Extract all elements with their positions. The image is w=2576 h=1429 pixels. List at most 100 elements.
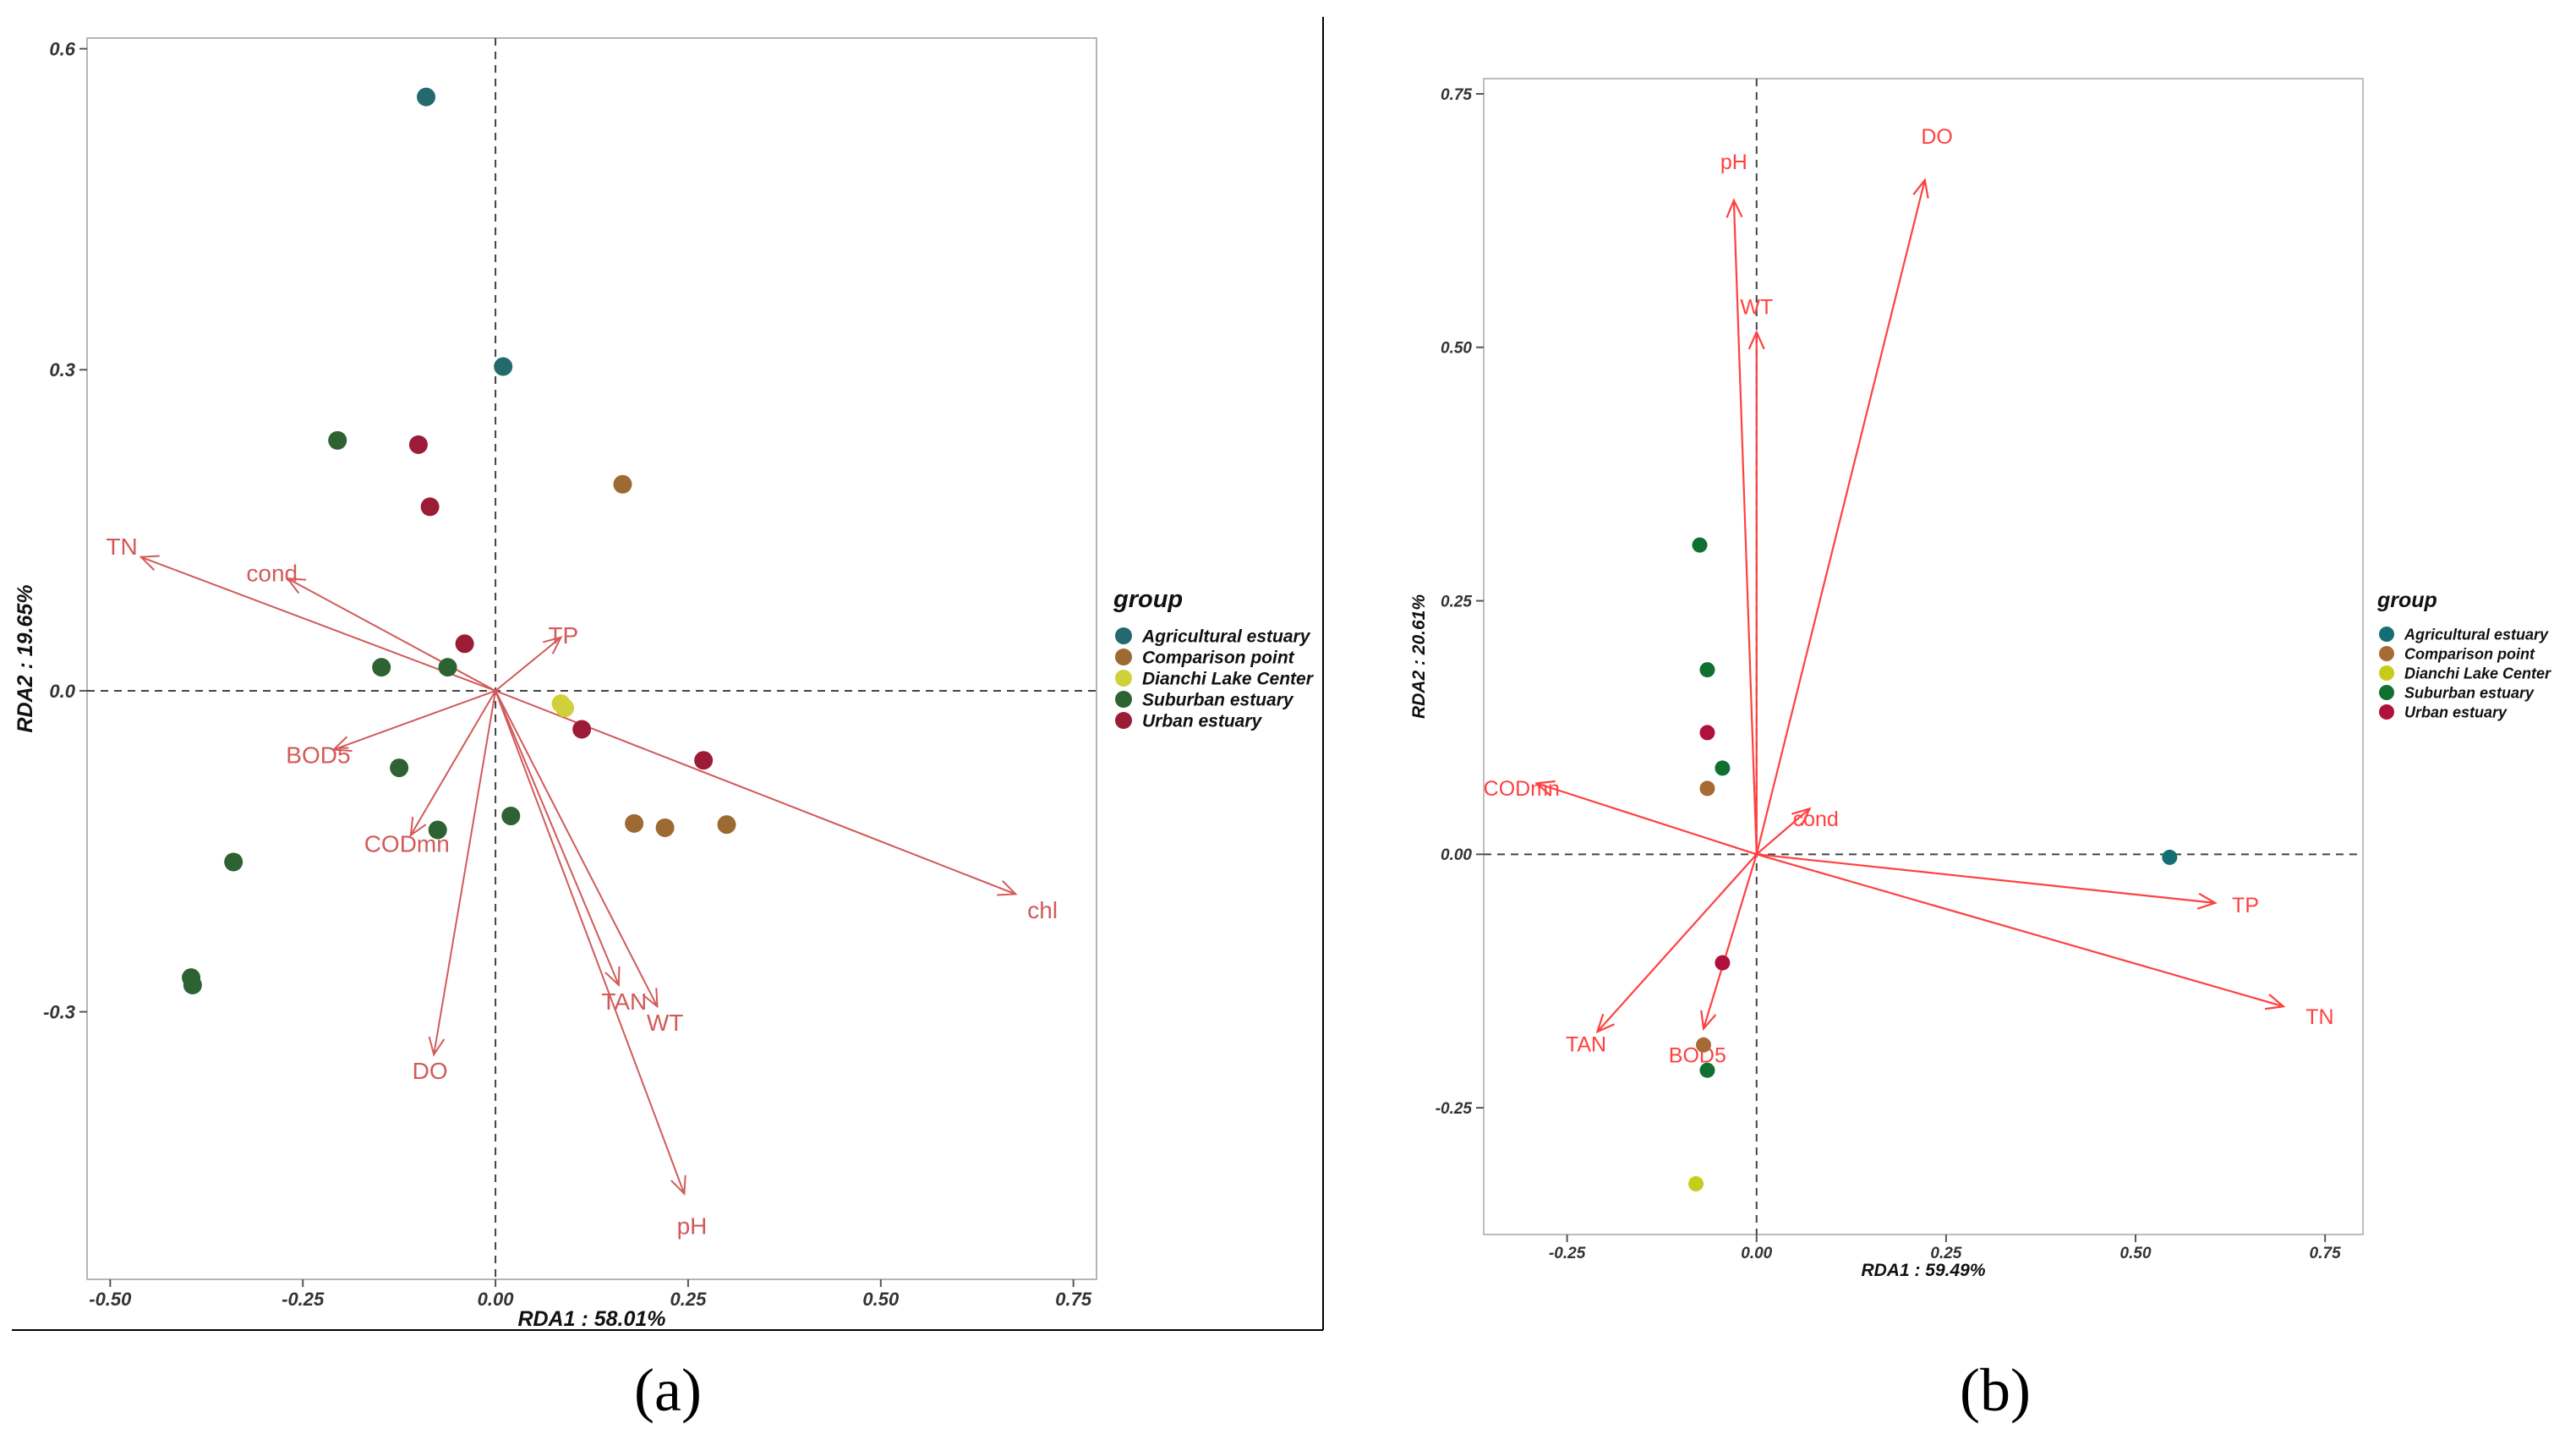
vector-label: pH	[677, 1213, 708, 1240]
data-point	[1699, 1063, 1715, 1078]
legend-label: Suburban estuary	[1142, 691, 1294, 710]
data-point	[1696, 1038, 1711, 1053]
x-tick-label: 0.50	[2120, 1245, 2152, 1262]
data-point	[2162, 850, 2177, 865]
y-axis-title: RDA2 : 20.61%	[1409, 594, 1429, 719]
series-dianchi-lake-center	[1688, 1176, 1704, 1191]
legend-label: Agricultural estuary	[1141, 627, 1311, 647]
data-point	[1699, 725, 1715, 740]
data-point	[421, 497, 440, 516]
data-point	[613, 475, 632, 494]
data-point	[417, 88, 435, 107]
data-point	[1699, 780, 1715, 796]
legend-swatch	[2379, 685, 2394, 700]
vector-label: TN	[106, 534, 137, 560]
legend-swatch	[2379, 646, 2394, 661]
x-tick-label: -0.25	[282, 1289, 325, 1310]
x-tick-label: 0.50	[862, 1289, 900, 1310]
x-tick-label: -0.50	[89, 1289, 132, 1310]
legend-swatch	[1115, 649, 1132, 665]
legend-item: Comparison point	[2379, 645, 2535, 662]
vector-label: TP	[2232, 894, 2259, 917]
vector-label: CODmn	[1484, 777, 1560, 801]
legend-item: Agricultural estuary	[2379, 626, 2549, 643]
vector-label: TAN	[1566, 1032, 1606, 1056]
vector-label: BOD5	[286, 742, 350, 769]
vector-label: cond	[246, 561, 298, 587]
legend: group Agricultural estuary Comparison poin…	[1113, 586, 1315, 731]
legend-swatch	[1115, 627, 1132, 644]
legend-swatch	[1115, 712, 1132, 729]
legend-title: group	[2376, 589, 2437, 612]
legend-label: Dianchi Lake Center	[1142, 670, 1315, 689]
data-point	[1715, 760, 1730, 775]
legend-swatch	[2379, 627, 2394, 642]
y-tick-label: 0.3	[49, 359, 75, 381]
y-tick-label: 0.6	[49, 39, 75, 60]
data-point	[625, 814, 643, 833]
data-point	[183, 976, 202, 994]
legend-label: Agricultural estuary	[2404, 626, 2549, 643]
data-point	[494, 358, 512, 376]
legend-label: Dianchi Lake Center	[2404, 665, 2551, 682]
y-tick-label: 0.25	[1441, 593, 1472, 610]
series-agricultural-estuary	[2162, 850, 2177, 865]
panel-a-caption: (a)	[634, 1356, 702, 1424]
data-point	[456, 634, 474, 653]
legend-swatch	[1115, 670, 1132, 687]
x-tick-label: 0.00	[478, 1289, 515, 1310]
data-point	[439, 658, 457, 676]
legend-swatch	[2379, 665, 2394, 681]
legend-swatch	[1115, 691, 1132, 708]
y-tick-label: 0.75	[1441, 86, 1472, 104]
y-tick-label: 0.50	[1441, 340, 1472, 358]
vector-label: DO	[1921, 125, 1953, 149]
data-point	[694, 751, 713, 769]
legend-title: group	[1113, 586, 1183, 613]
y-tick-label: 0.0	[49, 681, 75, 702]
vector-label: chl	[1027, 897, 1058, 923]
x-axis-title: RDA1 : 59.49%	[1861, 1261, 1985, 1280]
legend-item: Dianchi Lake Center	[1115, 670, 1315, 689]
data-point	[718, 815, 736, 834]
legend-item: Urban estuary	[2379, 704, 2508, 720]
legend-item: Dianchi Lake Center	[2379, 665, 2551, 682]
x-tick-label: -0.25	[1549, 1245, 1586, 1262]
data-point	[501, 807, 520, 825]
legend-label: Comparison point	[1142, 649, 1295, 668]
vector-label: DO	[413, 1058, 448, 1084]
vector-label: pH	[1720, 151, 1747, 174]
legend-label: Urban estuary	[1142, 712, 1263, 731]
panel-b: -0.25 0.00 0.25 0.50 0.75 -0.25 0.00 0.25 0.50 0.…	[1409, 79, 2551, 1280]
x-tick-label: 0.75	[1055, 1289, 1092, 1310]
plot-frame	[1484, 79, 2363, 1235]
x-tick-label: 0.00	[1741, 1245, 1772, 1262]
plot-frame	[87, 38, 1097, 1279]
x-tick-label: 0.75	[2310, 1245, 2341, 1262]
y-tick-label: -0.3	[43, 1002, 75, 1023]
data-point	[1688, 1176, 1704, 1191]
vector-label: WT	[1740, 296, 1773, 320]
data-point	[390, 758, 408, 777]
y-tick-label: 0.00	[1441, 846, 1472, 864]
legend-swatch	[2379, 704, 2394, 720]
data-point	[409, 435, 428, 454]
vector-label: TN	[2305, 1005, 2333, 1029]
legend-label: Comparison point	[2404, 645, 2535, 662]
x-axis-title: RDA1 : 58.01%	[517, 1307, 665, 1331]
legend-item: Suburban estuary	[2379, 684, 2535, 701]
legend-item: Urban estuary	[1115, 712, 1263, 731]
legend-item: Comparison point	[1115, 649, 1295, 668]
y-tick-label: -0.25	[1436, 1100, 1473, 1118]
y-axis-title: RDA2 : 19.65%	[14, 584, 37, 732]
vector-label: TP	[548, 622, 578, 649]
rda-figure: -0.50 -0.25 0.00 0.25 0.50 0.75 -0.3 0.0 0.3 0.6 R…	[0, 0, 2576, 1429]
data-point	[572, 720, 591, 739]
data-point	[224, 852, 243, 871]
vector-label: WT	[647, 1010, 684, 1036]
data-point	[429, 820, 447, 839]
legend-item: Agricultural estuary	[1115, 627, 1311, 647]
data-point	[328, 431, 347, 450]
data-point	[555, 698, 574, 717]
x-tick-label: 0.25	[1930, 1245, 1961, 1262]
